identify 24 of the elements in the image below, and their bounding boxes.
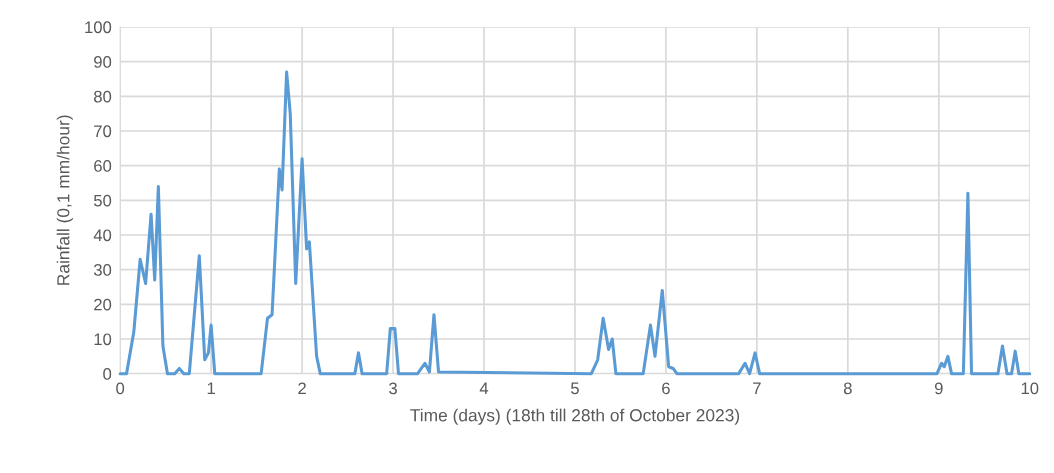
x-tick-label: 1 [207, 382, 215, 395]
y-tick-label: 10 [94, 333, 112, 346]
y-tick-label: 60 [94, 160, 112, 172]
x-tick-label: 4 [479, 382, 489, 395]
x-tick-label: 7 [753, 382, 761, 395]
x-tick-label: 5 [570, 382, 579, 395]
y-tick-label: 0 [103, 368, 112, 380]
y-tick-label: 20 [94, 298, 112, 311]
x-tick-label: 8 [843, 382, 852, 395]
x-tick-label: 6 [662, 382, 670, 395]
y-tick-label: 40 [93, 229, 112, 242]
x-tick-label: 10 [1021, 382, 1039, 395]
x-axis-title: Time (days) (18th till 28th of October 2023) [410, 408, 740, 425]
y-tick-label: 50 [93, 194, 112, 207]
x-tick-label: 9 [934, 382, 943, 395]
y-axis-title: Rainfall (0,1 mm/hour) [56, 115, 73, 285]
y-tick-label: 90 [94, 56, 112, 68]
y-tick-label: 70 [94, 125, 112, 138]
y-tick-label: 80 [94, 90, 112, 103]
x-tick-label: 3 [389, 382, 397, 395]
x-tick-label: 2 [298, 382, 306, 395]
x-tick-label: 0 [116, 382, 125, 395]
y-tick-label: 30 [93, 264, 112, 276]
y-tick-label: 100 [85, 21, 112, 34]
